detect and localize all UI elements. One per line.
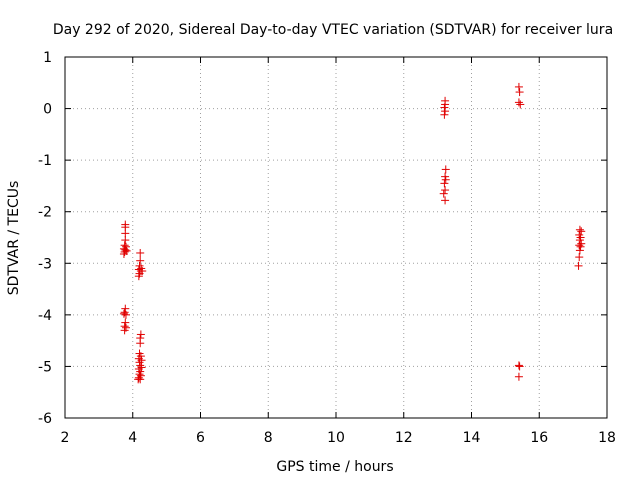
data-point xyxy=(134,375,143,384)
data-point xyxy=(121,310,130,319)
y-tick-label: 0 xyxy=(43,102,52,118)
data-point xyxy=(514,372,523,381)
data-point xyxy=(514,82,523,91)
data-point xyxy=(441,186,450,195)
data-point xyxy=(119,250,128,259)
data-point xyxy=(135,370,144,379)
data-point xyxy=(514,98,523,107)
x-tick-label: 16 xyxy=(530,430,548,446)
x-tick-label: 8 xyxy=(264,430,273,446)
y-tick-label: -6 xyxy=(38,411,52,427)
data-point xyxy=(121,229,130,238)
data-point xyxy=(121,304,130,313)
data-point xyxy=(441,196,450,205)
data-point xyxy=(516,100,525,109)
data-point xyxy=(575,225,584,234)
data-point xyxy=(136,330,145,339)
x-tick-label: 18 xyxy=(598,430,616,446)
data-points xyxy=(119,82,586,384)
data-point xyxy=(515,88,524,97)
data-point xyxy=(120,247,129,256)
data-point xyxy=(575,253,584,262)
x-axis-label: GPS time / hours xyxy=(276,459,393,475)
data-point xyxy=(136,256,145,265)
data-point xyxy=(440,103,449,112)
data-point xyxy=(121,236,130,245)
y-tick-label: -3 xyxy=(38,256,52,272)
x-tick-label: 6 xyxy=(196,430,205,446)
x-tick-label: 2 xyxy=(61,430,70,446)
data-point xyxy=(514,361,523,370)
x-tick-label: 10 xyxy=(327,430,345,446)
y-tick-labels: -6 -5 -4 -3 -2 -1 0 1 xyxy=(38,50,52,427)
data-point xyxy=(577,227,586,236)
axis-ticks xyxy=(64,56,608,419)
data-point xyxy=(575,236,584,245)
data-point xyxy=(574,261,583,270)
data-point xyxy=(134,272,143,281)
data-point xyxy=(136,248,145,257)
data-point xyxy=(120,326,129,335)
data-point xyxy=(121,318,130,327)
data-point xyxy=(134,265,143,274)
data-point xyxy=(120,241,129,250)
chart-title: Day 292 of 2020, Sidereal Day-to-day VTE… xyxy=(53,22,613,38)
x-tick-labels: 2 4 6 8 10 12 14 16 18 xyxy=(61,430,616,446)
data-point xyxy=(441,175,450,184)
data-point xyxy=(119,309,128,318)
data-point xyxy=(134,373,143,382)
data-point xyxy=(441,165,450,174)
data-point xyxy=(137,356,146,365)
data-point xyxy=(575,241,584,250)
data-point xyxy=(515,362,524,371)
data-point xyxy=(575,246,584,255)
data-point xyxy=(440,110,449,119)
data-point xyxy=(441,107,450,116)
data-point xyxy=(121,245,130,254)
y-tick-label: -4 xyxy=(38,308,52,324)
grid-lines xyxy=(65,57,607,418)
data-point xyxy=(136,339,145,348)
y-tick-label: 1 xyxy=(43,50,52,66)
y-tick-label: -2 xyxy=(38,205,52,221)
data-point xyxy=(439,189,448,198)
y-axis-label: SDTVAR / TECUs xyxy=(6,181,22,296)
x-tick-label: 14 xyxy=(463,430,481,446)
data-point xyxy=(576,242,585,251)
data-point xyxy=(440,179,449,188)
y-tick-label: -1 xyxy=(38,153,52,169)
x-tick-label: 12 xyxy=(395,430,413,446)
y-tick-label: -5 xyxy=(38,359,52,375)
x-tick-label: 4 xyxy=(128,430,137,446)
